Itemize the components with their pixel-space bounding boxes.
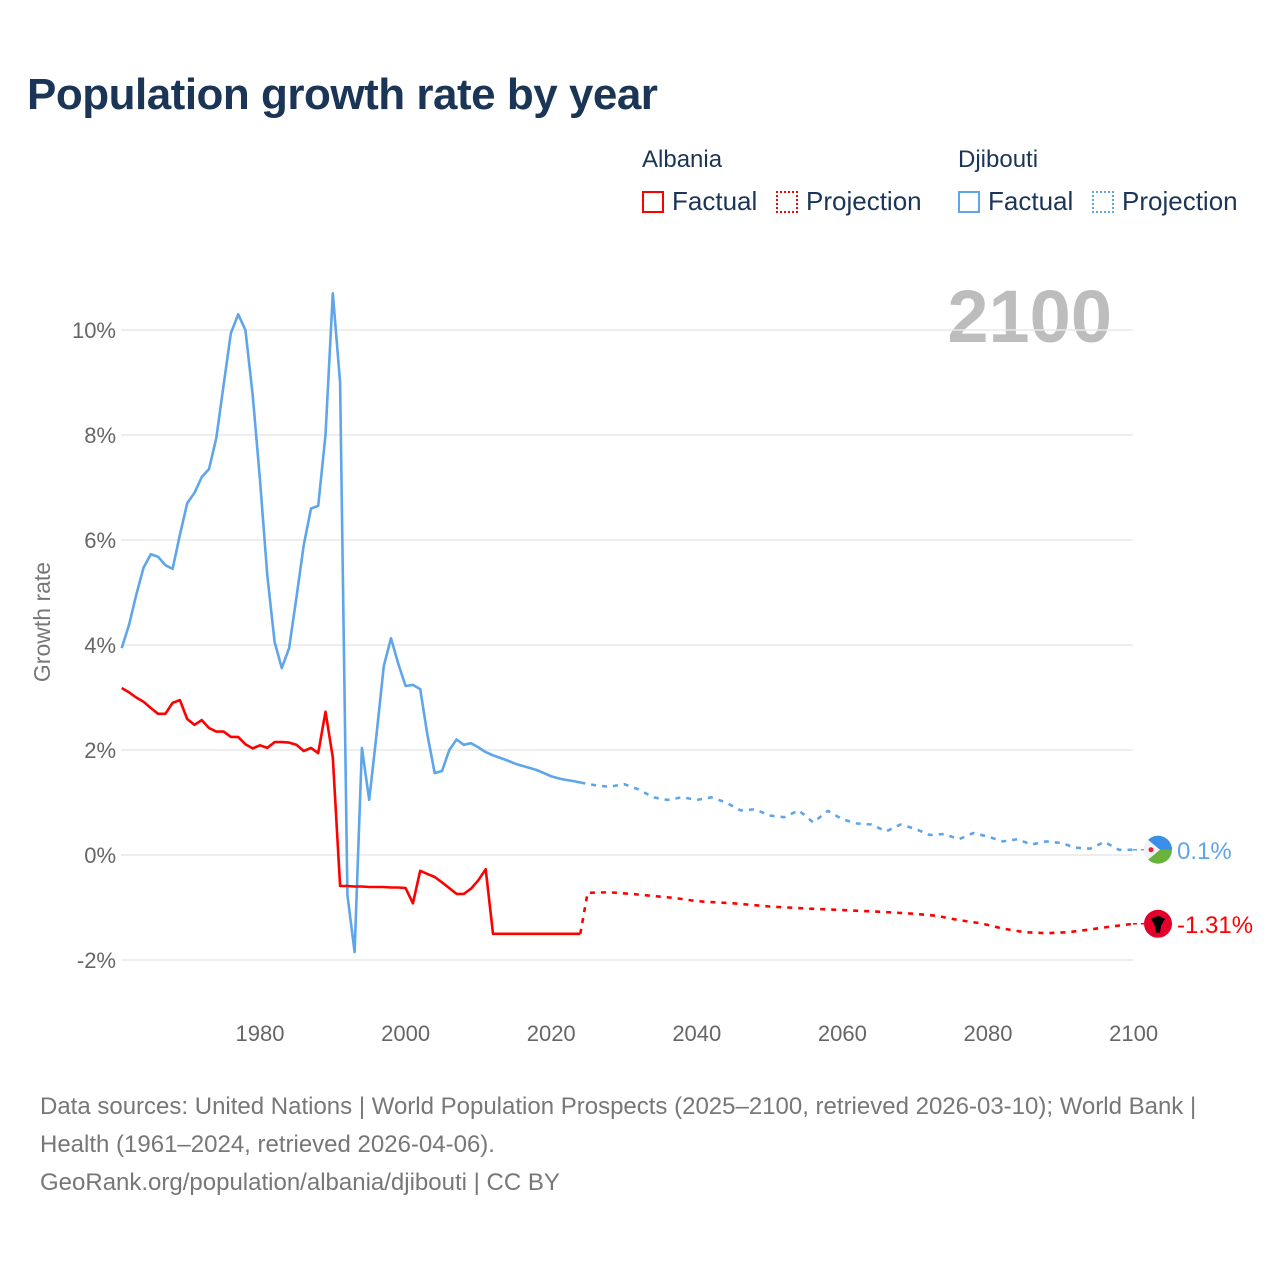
dotted-swatch-icon <box>1092 190 1114 213</box>
y-tick-label: 2% <box>84 738 116 763</box>
series-line-albania-factual <box>121 686 581 936</box>
dotted-swatch-icon <box>776 190 798 213</box>
legend-label: Factual <box>988 186 1074 216</box>
series-line-albania-projection <box>579 890 1134 935</box>
legend-albania-factual[interactable]: Factual <box>642 186 757 217</box>
y-axis-label: Growth rate <box>29 562 55 682</box>
x-tick-label: 1980 <box>236 1021 285 1046</box>
y-tick-label: 4% <box>84 633 116 658</box>
series-line-djibouti-factual <box>120 291 581 954</box>
legend-djibouti-heading: Djibouti <box>958 146 1039 173</box>
y-tick-label: 6% <box>84 528 116 553</box>
current-year-label: 2100 <box>947 275 1112 358</box>
legend-albania-heading: Albania <box>642 146 723 173</box>
legend-label: Projection <box>806 186 922 216</box>
y-tick-label: 10% <box>72 318 116 343</box>
series-line-djibouti-projection <box>580 781 1134 852</box>
data-sources: Data sources: United Nations | World Pop… <box>40 1093 1197 1158</box>
x-tick-label: 2040 <box>672 1021 721 1046</box>
legend-djibouti-factual[interactable]: Factual <box>958 186 1073 217</box>
end-value-label: 0.1% <box>1177 838 1232 865</box>
y-tick-label: -2% <box>77 948 116 973</box>
legend-label: Projection <box>1122 186 1238 216</box>
legend-albania-projection[interactable]: Projection <box>776 186 922 217</box>
x-tick-label: 2060 <box>818 1021 867 1046</box>
x-tick-label: 2080 <box>964 1021 1013 1046</box>
x-tick-label: 2020 <box>527 1021 576 1046</box>
solid-swatch-icon <box>642 190 664 213</box>
y-tick-label: 0% <box>84 843 116 868</box>
credit-link[interactable]: GeoRank.org/population/albania/djibouti … <box>40 1169 560 1196</box>
legend-djibouti-projection[interactable]: Projection <box>1092 186 1238 217</box>
chart-title: Population growth rate by year <box>27 70 658 119</box>
y-tick-label: 8% <box>84 423 116 448</box>
footer: Data sources: United Nations | World Pop… <box>40 1088 1240 1202</box>
legend-label: Factual <box>672 186 758 216</box>
albania-flag-icon <box>1144 909 1172 938</box>
x-tick-label: 2000 <box>381 1021 430 1046</box>
end-value-label: -1.31% <box>1177 912 1253 939</box>
x-tick-label: 2100 <box>1109 1021 1158 1046</box>
solid-swatch-icon <box>958 190 980 213</box>
djibouti-flag-icon <box>1143 835 1172 864</box>
